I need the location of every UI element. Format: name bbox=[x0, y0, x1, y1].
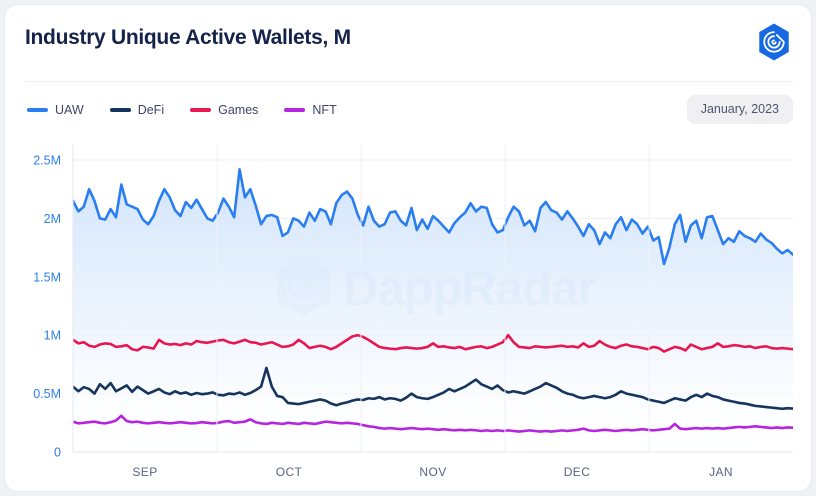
legend-swatch-nft bbox=[284, 108, 306, 112]
legend-item-nft[interactable]: NFT bbox=[284, 103, 337, 117]
legend-item-games[interactable]: Games bbox=[190, 103, 258, 117]
y-tick-label: 1M bbox=[44, 329, 61, 343]
legend-swatch-games bbox=[190, 108, 212, 112]
series-line-defi bbox=[73, 366, 793, 411]
x-tick-label: OCT bbox=[276, 465, 303, 479]
y-tick-label: 0.5M bbox=[33, 387, 61, 401]
vertical-gridlines bbox=[216, 145, 650, 452]
legend-swatch-uaw bbox=[27, 108, 48, 112]
card-header: Industry Unique Active Wallets, M bbox=[5, 5, 811, 81]
uaw-area-fill bbox=[73, 169, 793, 452]
series-line-games bbox=[73, 333, 793, 353]
x-axis-tick-labels: SEP OCT NOV DEC JAN bbox=[132, 465, 733, 479]
y-tick-label: 2M bbox=[44, 212, 61, 226]
y-tick-label: 2.5M bbox=[33, 154, 61, 168]
legend-swatch-defi bbox=[109, 108, 131, 112]
x-tick-label: SEP bbox=[132, 465, 157, 479]
legend-label-nft: NFT bbox=[312, 103, 337, 117]
legend-label-uaw: UAW bbox=[55, 103, 84, 117]
legend-item-uaw[interactable]: UAW bbox=[27, 103, 84, 117]
period-badge[interactable]: January, 2023 bbox=[686, 95, 793, 124]
x-tick-label: DEC bbox=[564, 465, 591, 479]
series-line-nft bbox=[73, 414, 793, 433]
series-line-uaw bbox=[73, 168, 793, 266]
legend-label-defi: DeFi bbox=[137, 103, 165, 117]
y-axis-tick-labels: 2.5M 2M 1.5M 1M 0.5M 0 bbox=[33, 154, 61, 460]
legend-label-games: Games bbox=[218, 103, 259, 117]
legend-item-defi[interactable]: DeFi bbox=[109, 103, 165, 117]
y-tick-label: 0 bbox=[54, 446, 61, 460]
y-tick-label: 1.5M bbox=[33, 270, 61, 284]
page-title: Industry Unique Active Wallets, M bbox=[25, 26, 351, 49]
header-divider bbox=[25, 81, 793, 82]
chart-card: Industry Unique Active Wallets, M UAW De… bbox=[4, 4, 812, 492]
dappradar-logo-icon bbox=[759, 23, 789, 61]
x-tick-label: NOV bbox=[419, 465, 446, 479]
chart-legend: UAW DeFi Games NFT bbox=[27, 100, 337, 120]
x-tick-label: JAN bbox=[709, 465, 733, 479]
